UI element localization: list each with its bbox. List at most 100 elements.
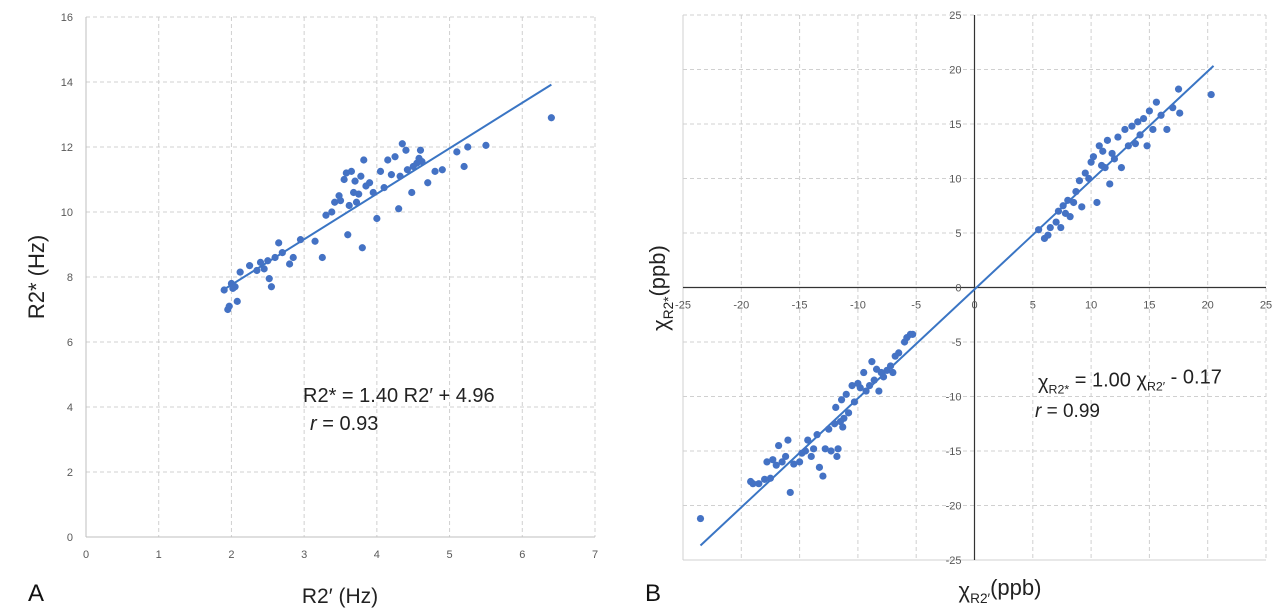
data-point (351, 177, 359, 185)
r-value: = 0.93 (317, 413, 379, 435)
y-tick-label: 15 (949, 119, 961, 131)
data-point (231, 283, 239, 291)
panel-label-a: A (28, 580, 44, 607)
data-point (865, 382, 874, 390)
data-point (264, 257, 272, 265)
y-tick-label: -25 (946, 555, 962, 567)
data-point (286, 260, 294, 268)
equation-text: χ (1038, 372, 1049, 394)
data-point (1139, 114, 1148, 123)
data-point (772, 461, 780, 469)
data-point (909, 330, 917, 338)
data-point (1121, 125, 1129, 134)
data-point (1066, 213, 1074, 221)
data-point (318, 253, 326, 262)
data-point (761, 475, 769, 483)
data-point (267, 283, 276, 291)
data-point (1099, 147, 1107, 155)
y-tick-label: 20 (949, 65, 961, 77)
data-point (396, 172, 404, 180)
y-tick-label: 4 (67, 402, 73, 414)
data-point (763, 458, 771, 466)
data-point (844, 409, 853, 417)
data-point (460, 162, 468, 171)
y-tick-label: 2 (67, 467, 73, 479)
data-point (830, 420, 839, 428)
data-point (1095, 142, 1103, 150)
data-point (796, 458, 804, 466)
data-point (1059, 202, 1067, 210)
data-point (220, 286, 228, 294)
data-point (1152, 98, 1160, 106)
data-point (275, 239, 283, 247)
equation-text: - 0.17 (1165, 367, 1222, 389)
y-axis-label: χR2*(ppb) (645, 245, 676, 331)
x-tick-label: 1 (156, 549, 162, 561)
data-point (336, 197, 345, 205)
data-point (373, 214, 381, 223)
data-point (778, 458, 786, 466)
y-tick-label: 16 (61, 12, 73, 24)
data-point (256, 258, 265, 266)
trend-line (699, 65, 1215, 547)
x-tick-label: 5 (447, 549, 453, 561)
data-point (233, 297, 241, 305)
data-point (1078, 203, 1086, 211)
data-point (1087, 158, 1095, 166)
y-tick-label: 10 (61, 207, 73, 219)
y-tick-label: 8 (67, 272, 73, 284)
x-tick-label: 25 (1260, 300, 1272, 312)
data-point (840, 414, 848, 422)
r-value: = 0.99 (1041, 401, 1100, 422)
x-tick-label: 4 (374, 549, 380, 561)
x-tick-label: 15 (1143, 300, 1155, 312)
data-point (827, 447, 835, 455)
data-point (271, 253, 279, 262)
data-point (834, 445, 842, 453)
data-point (1163, 125, 1171, 134)
data-point (1110, 155, 1119, 163)
data-point (769, 456, 777, 464)
data-point (801, 447, 810, 455)
data-point (345, 201, 353, 210)
data-point (453, 148, 461, 156)
data-point (384, 156, 392, 164)
data-point (376, 167, 385, 175)
data-point (369, 188, 377, 197)
data-point (1054, 207, 1063, 215)
y-tick-label: -5 (952, 337, 962, 349)
correlation: r = 0.93 (310, 413, 378, 435)
data-point (804, 436, 812, 444)
data-point (547, 114, 555, 122)
data-point (1057, 223, 1065, 232)
equation-subscript: R2* (1049, 382, 1070, 396)
data-point (387, 171, 395, 179)
data-point (837, 396, 846, 404)
data-point (833, 452, 841, 461)
data-point (416, 146, 425, 154)
r-symbol: r (310, 413, 318, 435)
data-point (431, 167, 439, 175)
data-point (1128, 122, 1136, 130)
data-point (296, 236, 305, 244)
y-tick-label: 0 (955, 283, 961, 295)
data-point (246, 262, 254, 270)
data-point (860, 368, 868, 377)
x-tick-label: 3 (301, 549, 307, 561)
data-point (815, 463, 824, 471)
data-point (260, 265, 268, 273)
x-tick-label: 2 (228, 549, 234, 561)
y-tick-label: 0 (67, 532, 73, 544)
data-point (236, 268, 244, 276)
y-tick-label: 6 (67, 337, 73, 349)
data-point (1145, 107, 1153, 115)
x-tick-label: 10 (1085, 300, 1097, 312)
y-tick-label: 25 (949, 10, 961, 22)
data-point (1169, 104, 1177, 112)
data-point (807, 452, 815, 461)
data-point (1064, 196, 1072, 204)
data-point (360, 156, 368, 164)
data-point (755, 480, 763, 488)
y-tick-label: -15 (946, 446, 962, 458)
